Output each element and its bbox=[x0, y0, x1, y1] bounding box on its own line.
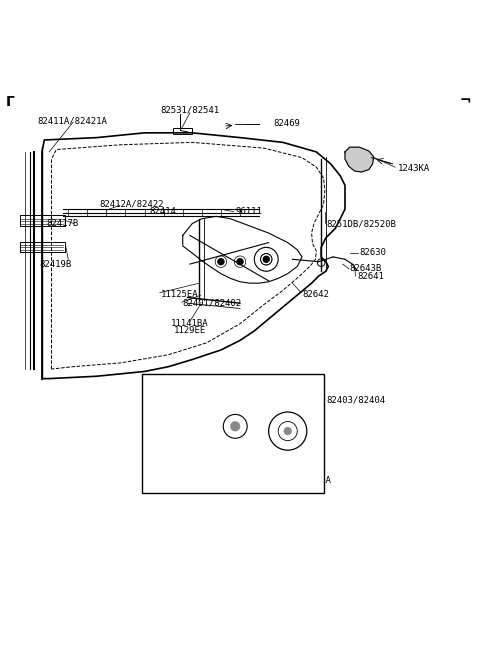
Text: 11125EA: 11125EA bbox=[161, 290, 199, 299]
Text: 96111: 96111 bbox=[235, 207, 262, 216]
Polygon shape bbox=[345, 147, 373, 172]
Text: 82403/82404: 82403/82404 bbox=[326, 396, 385, 405]
Text: 82630: 82630 bbox=[360, 248, 386, 257]
Text: 11141BA: 11141BA bbox=[171, 319, 209, 328]
Text: Γ: Γ bbox=[6, 95, 15, 108]
Text: 1243KA: 1243KA bbox=[397, 164, 430, 173]
Text: 82531/82541: 82531/82541 bbox=[160, 106, 219, 115]
Text: POWER WINDOW: POWER WINDOW bbox=[164, 377, 239, 388]
Text: 82643B: 82643B bbox=[350, 264, 382, 273]
Text: 82414: 82414 bbox=[149, 207, 176, 216]
Text: 1231FD: 1231FD bbox=[211, 463, 244, 471]
Circle shape bbox=[230, 422, 240, 431]
Text: 82642: 82642 bbox=[302, 290, 329, 299]
Text: 82417B: 82417B bbox=[47, 219, 79, 228]
Text: 82401/82402: 82401/82402 bbox=[183, 299, 242, 307]
Text: 82419B: 82419B bbox=[39, 260, 72, 269]
Text: 82411A/82421A: 82411A/82421A bbox=[37, 116, 107, 125]
Text: 1129EE: 1129EE bbox=[174, 327, 206, 335]
FancyBboxPatch shape bbox=[142, 374, 324, 493]
Circle shape bbox=[284, 427, 291, 435]
Text: 8251DB/82520B: 8251DB/82520B bbox=[326, 219, 396, 228]
Circle shape bbox=[217, 258, 224, 265]
Text: ¬: ¬ bbox=[459, 95, 471, 108]
FancyBboxPatch shape bbox=[173, 128, 192, 134]
Circle shape bbox=[237, 258, 243, 265]
Text: 82469: 82469 bbox=[274, 119, 300, 128]
Text: 82412A/82422: 82412A/82422 bbox=[99, 200, 164, 209]
Text: 98810A/98820A: 98810A/98820A bbox=[262, 475, 331, 484]
FancyBboxPatch shape bbox=[20, 242, 65, 252]
Text: 82641: 82641 bbox=[357, 273, 384, 281]
FancyBboxPatch shape bbox=[20, 215, 65, 226]
Circle shape bbox=[263, 256, 270, 263]
